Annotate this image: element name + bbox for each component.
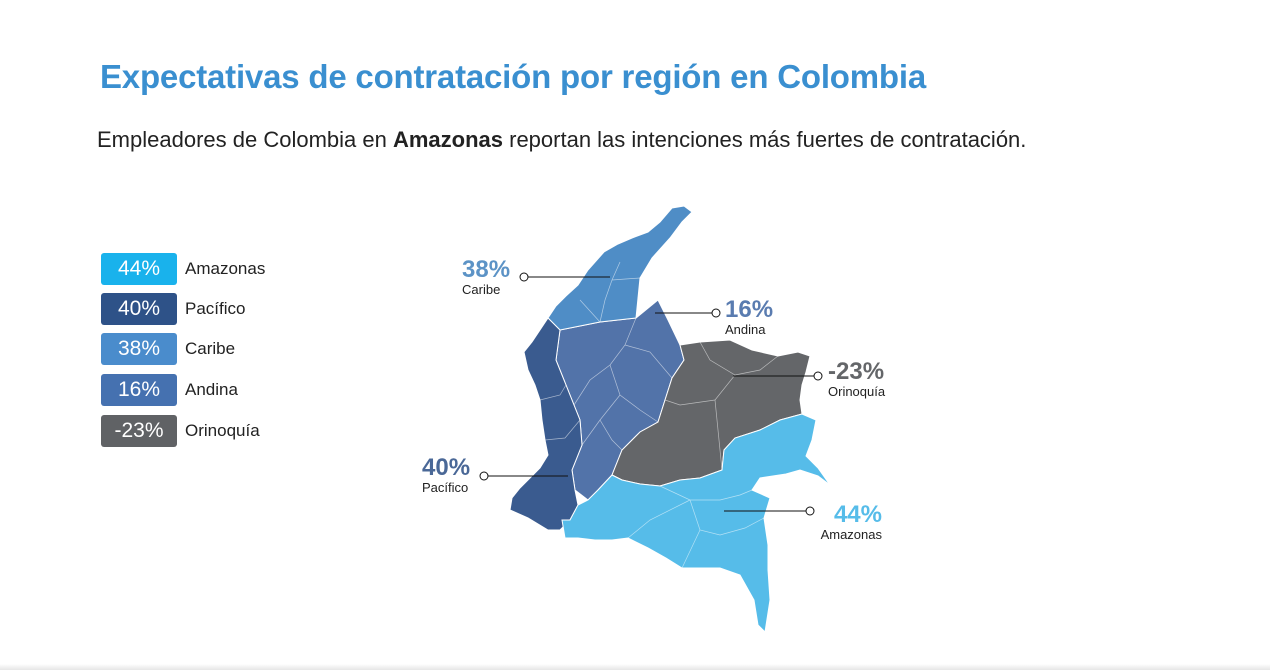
callout-caribe-name: Caribe (462, 282, 501, 297)
callout-andina-name: Andina (725, 322, 766, 337)
callout-pacifico-value: 40% (422, 454, 471, 481)
andina-leader-dot (711, 308, 721, 318)
legend-badge-caribe: 38% (101, 333, 177, 365)
caribe-leader-dot (519, 272, 529, 282)
legend-label-orinoquia: Orinoquía (185, 421, 260, 440)
subtitle-text-start: Empleadores de Colombia en (97, 127, 393, 152)
legend-label-caribe: Caribe (185, 339, 236, 358)
callout-amazonas-value: 44% (833, 501, 882, 528)
legend-label-amazonas: Amazonas (185, 259, 266, 278)
orinoquia-leader-dot (813, 371, 823, 381)
legend-item-amazonas: 44% Amazonas (101, 253, 321, 285)
legend-label-pacifico: Pacífico (185, 299, 246, 318)
callout-orinoquia: -23% Orinoquía (828, 359, 885, 399)
legend-badge-orinoquia: -23% (101, 415, 177, 447)
bottom-edge-shade (0, 664, 1270, 670)
legend-item-orinoquia: -23% Orinoquía (101, 415, 321, 447)
legend-badge-pacifico: 40% (101, 293, 177, 325)
amazonas-leader-dot (805, 506, 815, 516)
callout-caribe-value: 38% (462, 256, 511, 283)
legend-label-andina: Andina (185, 380, 238, 399)
callout-amazonas: 44% Amazonas (814, 502, 882, 542)
legend-badge-andina: 16% (101, 374, 177, 406)
callout-lines (479, 272, 823, 516)
legend-item-andina: 16% Andina (101, 374, 321, 406)
pacifico-leader-dot (479, 471, 489, 481)
callout-andina: 16% Andina (725, 297, 773, 337)
callout-caribe: 38% Caribe (462, 257, 510, 297)
subtitle-highlight: Amazonas (392, 127, 503, 152)
legend-badge-amazonas: 44% (101, 253, 177, 285)
callout-orinoquia-name: Orinoquía (828, 384, 886, 399)
page-subtitle: Empleadores de Colombia en Amazonas repo… (97, 127, 1026, 153)
callout-orinoquia-value: -23% (828, 358, 885, 385)
callout-pacifico: 40% Pacífico (422, 455, 470, 495)
callout-andina-value: 16% (725, 296, 774, 323)
region-pacifico (509, 317, 583, 531)
callout-amazonas-name: Amazonas (820, 527, 882, 542)
subtitle-text-end: reportan las intenciones más fuertes de … (503, 127, 1027, 152)
page-title: Expectativas de contratación por región … (100, 58, 926, 95)
region-caribe (547, 205, 693, 331)
legend-item-pacifico: 40% Pacífico (101, 293, 321, 325)
callout-pacifico-name: Pacífico (422, 480, 469, 495)
department-boundaries (539, 261, 779, 569)
legend-item-caribe: 38% Caribe (101, 333, 321, 365)
